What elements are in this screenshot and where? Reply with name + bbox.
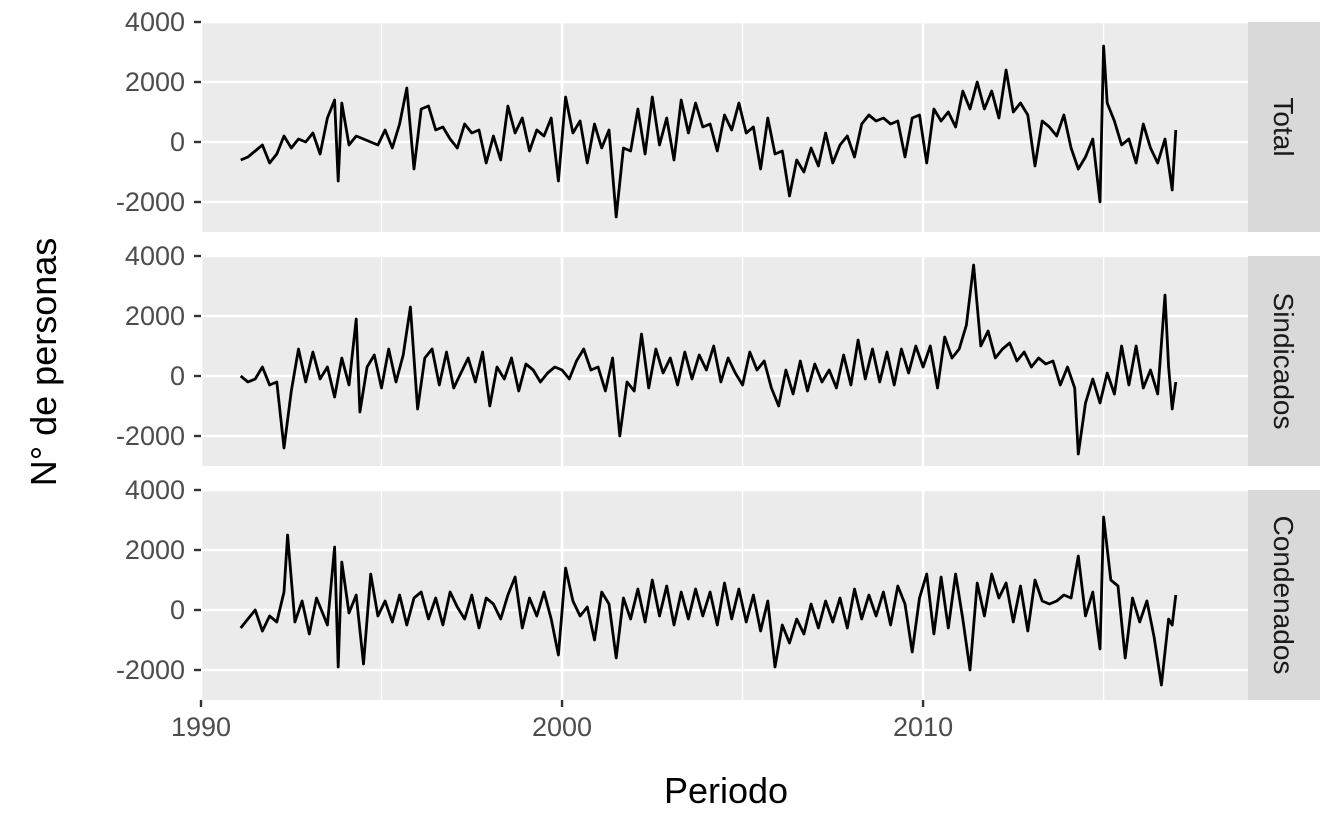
y-tick-label: 4000: [125, 7, 185, 37]
y-tick-label: 0: [170, 595, 185, 625]
y-tick-label: 2000: [125, 67, 185, 97]
y-axis-title: N° de personas: [23, 238, 64, 487]
facet-label: Sindicados: [1268, 293, 1299, 430]
x-tick-label: 1990: [171, 712, 231, 742]
panel-condenados: -2000 0 2000 4000 Condenados: [116, 475, 1320, 700]
chart-panels: -2000 0 2000 4000 Total -2000 0 2000 4000 Sindica…: [116, 7, 1320, 700]
series-line-sindicados: [239, 263, 1178, 456]
facet-label: Condenados: [1268, 516, 1299, 675]
y-tick-label: -2000: [116, 421, 185, 451]
series-line-condenados: [239, 515, 1178, 687]
facet-strip: [1248, 22, 1320, 232]
x-axis-title: Periodo: [664, 770, 788, 811]
y-tick-label: 4000: [125, 475, 185, 505]
y-tick-label: 2000: [125, 535, 185, 565]
x-tick-label: 2000: [532, 712, 592, 742]
y-tick-label: -2000: [116, 655, 185, 685]
panel-total: -2000 0 2000 4000 Total: [116, 7, 1320, 232]
x-tick-label: 2010: [893, 712, 953, 742]
y-tick-label: 0: [170, 127, 185, 157]
series-line-total: [240, 44, 1178, 219]
facet-strip: [1248, 256, 1320, 466]
y-tick-label: 2000: [125, 301, 185, 331]
y-tick-label: -2000: [116, 187, 185, 217]
y-tick-label: 0: [170, 361, 185, 391]
x-axis: 1990 2000 2010: [171, 700, 953, 742]
y-tick-label: 4000: [125, 241, 185, 271]
facet-label: Total: [1268, 97, 1299, 156]
panel-sindicados: -2000 0 2000 4000 Sindicados: [116, 241, 1320, 466]
facet-strip: [1248, 490, 1320, 700]
panel-background: [201, 22, 1248, 232]
